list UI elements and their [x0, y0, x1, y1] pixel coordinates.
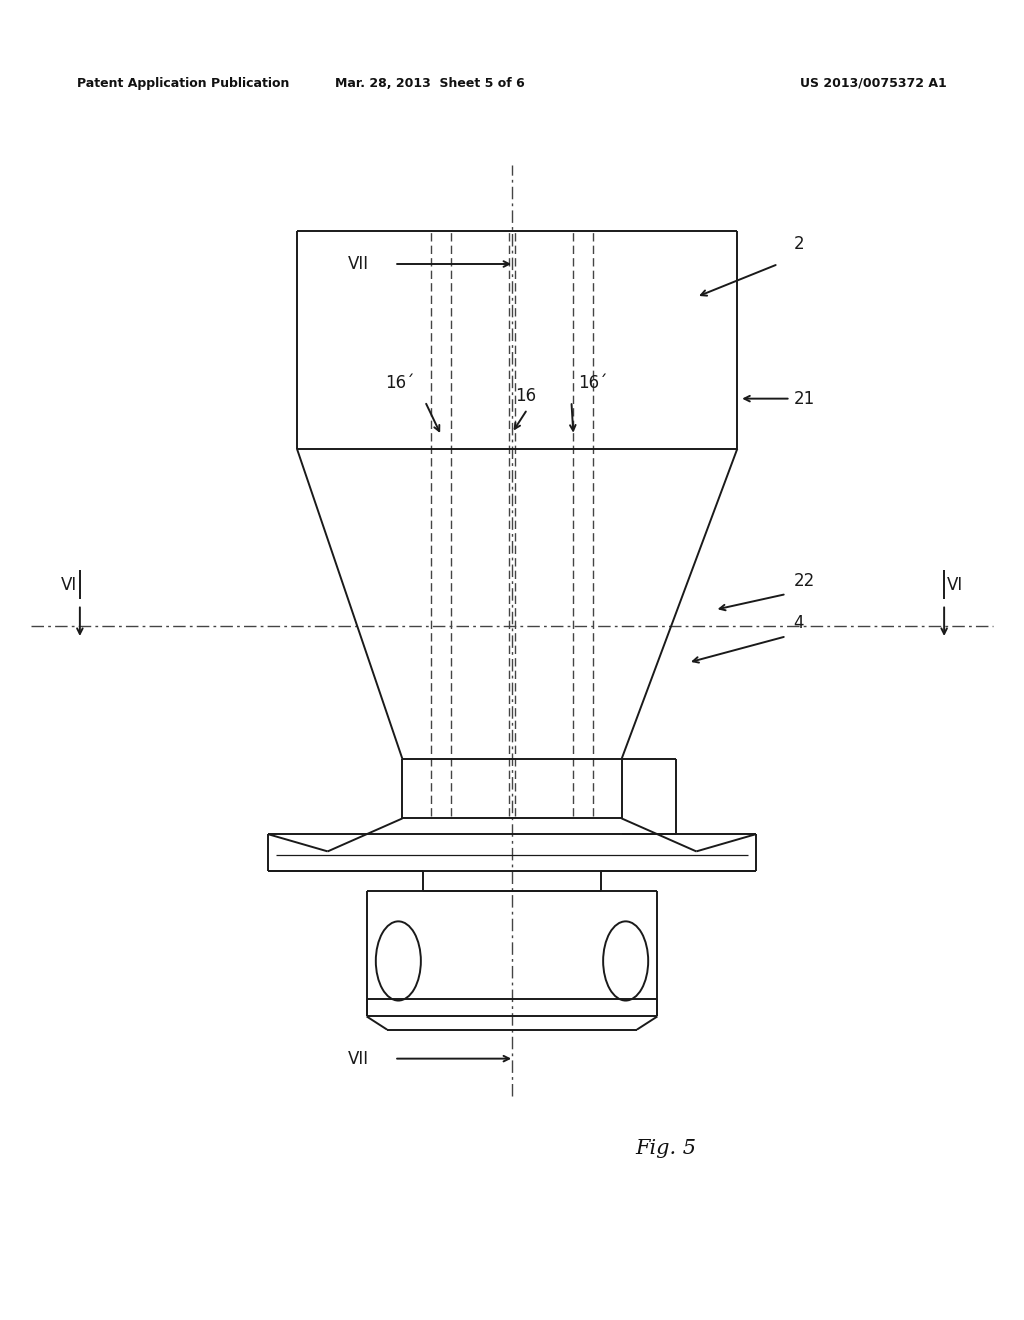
Text: 16´: 16´: [385, 374, 415, 392]
Text: Fig. 5: Fig. 5: [635, 1139, 696, 1158]
Text: VI: VI: [947, 576, 964, 594]
Text: VII: VII: [347, 255, 369, 273]
Text: 4: 4: [794, 614, 804, 632]
Text: VII: VII: [347, 1049, 369, 1068]
Text: Patent Application Publication: Patent Application Publication: [77, 77, 289, 90]
Text: 22: 22: [794, 572, 815, 590]
Text: Mar. 28, 2013  Sheet 5 of 6: Mar. 28, 2013 Sheet 5 of 6: [335, 77, 525, 90]
Text: VI: VI: [60, 576, 77, 594]
Text: 16: 16: [515, 387, 537, 405]
Text: 21: 21: [794, 389, 815, 408]
Text: 2: 2: [794, 235, 804, 253]
Text: 16´: 16´: [579, 374, 608, 392]
Text: US 2013/0075372 A1: US 2013/0075372 A1: [801, 77, 947, 90]
